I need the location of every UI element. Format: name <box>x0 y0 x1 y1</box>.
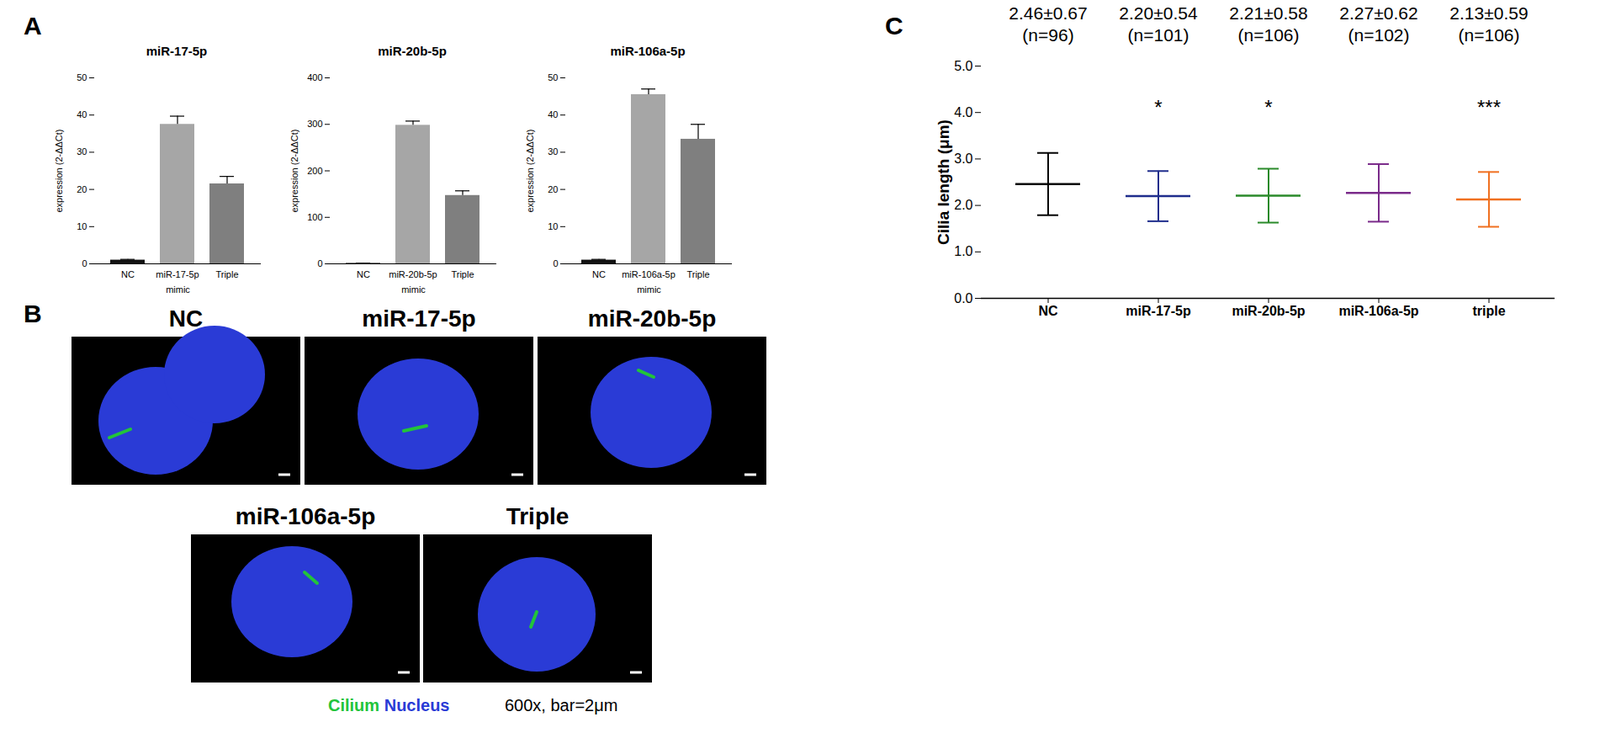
svg-text:mimic: mimic <box>165 284 191 295</box>
svg-text:2.13±0.59(n=106): 2.13±0.59(n=106) <box>1449 3 1528 45</box>
svg-text:miR-20b-5p: miR-20b-5p <box>388 269 437 280</box>
svg-text:***: *** <box>1477 95 1501 119</box>
svg-text:miR-17-5p: miR-17-5p <box>361 305 476 332</box>
html-text:A: A <box>23 11 42 40</box>
svg-text:2.27±0.62(n=102): 2.27±0.62(n=102) <box>1339 3 1418 45</box>
svg-text:2.21±0.58(n=106): 2.21±0.58(n=106) <box>1229 3 1308 45</box>
svg-text:Triple: Triple <box>686 269 710 280</box>
svg-text:mimic: mimic <box>401 284 426 295</box>
svg-text:2.20±0.54(n=101): 2.20±0.54(n=101) <box>1118 3 1198 45</box>
html-text:C: C <box>884 11 904 40</box>
html-text:miR-20b-5p: miR-20b-5p <box>377 43 447 59</box>
svg-text:*: * <box>1264 95 1272 119</box>
svg-text:30: 30 <box>547 146 558 157</box>
svg-text:10: 10 <box>547 221 558 232</box>
html-text:miR-17-5p: miR-17-5p <box>146 43 208 59</box>
svg-text:NC: NC <box>592 269 606 280</box>
svg-text:miR-106a-5p: miR-106a-5p <box>1338 303 1419 318</box>
svg-text:30: 30 <box>76 146 87 157</box>
svg-text:5.0: 5.0 <box>953 58 973 74</box>
svg-text:miR-20b-5p: miR-20b-5p <box>1231 303 1305 318</box>
svg-text:4.0: 4.0 <box>953 105 973 120</box>
svg-text:20: 20 <box>76 184 87 195</box>
svg-text:200: 200 <box>307 165 323 176</box>
svg-text:2.46±0.67(n=96): 2.46±0.67(n=96) <box>1008 3 1087 45</box>
svg-text:*: * <box>1154 95 1162 119</box>
svg-text:20: 20 <box>547 184 558 195</box>
svg-text:miR-17-5p: miR-17-5p <box>155 269 199 280</box>
svg-text:Triple: Triple <box>215 269 239 280</box>
svg-text:miR-106a-5p: miR-106a-5p <box>621 269 676 280</box>
svg-text:NC: NC <box>121 269 135 280</box>
html-text:B: B <box>23 299 42 328</box>
svg-text:miR-17-5p: miR-17-5p <box>1125 303 1192 318</box>
svg-text:Cilium Nucleus: Cilium Nucleus <box>328 695 450 715</box>
svg-text:50: 50 <box>547 72 558 83</box>
svg-text:expression (2-ΔΔCt): expression (2-ΔΔCt) <box>289 128 300 212</box>
svg-text:Triple: Triple <box>450 269 474 280</box>
svg-text:600x, bar=2μm: 600x, bar=2μm <box>504 695 618 715</box>
svg-text:Cilia length (μm): Cilia length (μm) <box>934 119 953 245</box>
svg-text:40: 40 <box>547 109 558 120</box>
svg-text:NC: NC <box>1038 303 1059 318</box>
svg-text:40: 40 <box>76 109 87 120</box>
svg-text:Triple: Triple <box>506 503 570 530</box>
svg-text:miR-106a-5p: miR-106a-5p <box>235 503 377 530</box>
svg-text:0: 0 <box>552 258 558 269</box>
svg-text:0: 0 <box>81 258 87 269</box>
svg-text:triple: triple <box>1472 303 1505 318</box>
svg-text:50: 50 <box>76 72 87 83</box>
svg-text:NC: NC <box>356 269 371 280</box>
svg-text:1.0: 1.0 <box>953 243 973 259</box>
svg-text:10: 10 <box>76 221 87 232</box>
html-text:miR-106a-5p: miR-106a-5p <box>610 43 686 59</box>
svg-text:mimic: mimic <box>636 284 662 295</box>
svg-text:300: 300 <box>307 118 323 129</box>
svg-text:expression (2-ΔΔCt): expression (2-ΔΔCt) <box>53 128 64 212</box>
svg-text:expression (2-ΔΔCt): expression (2-ΔΔCt) <box>524 128 536 212</box>
svg-text:400: 400 <box>307 72 323 83</box>
svg-text:miR-20b-5p: miR-20b-5p <box>588 305 716 332</box>
svg-text:3.0: 3.0 <box>953 151 973 166</box>
svg-text:NC: NC <box>169 305 203 332</box>
svg-text:0.0: 0.0 <box>953 291 973 306</box>
svg-text:100: 100 <box>307 211 323 223</box>
svg-text:2.0: 2.0 <box>953 197 973 212</box>
svg-text:0: 0 <box>317 258 323 269</box>
